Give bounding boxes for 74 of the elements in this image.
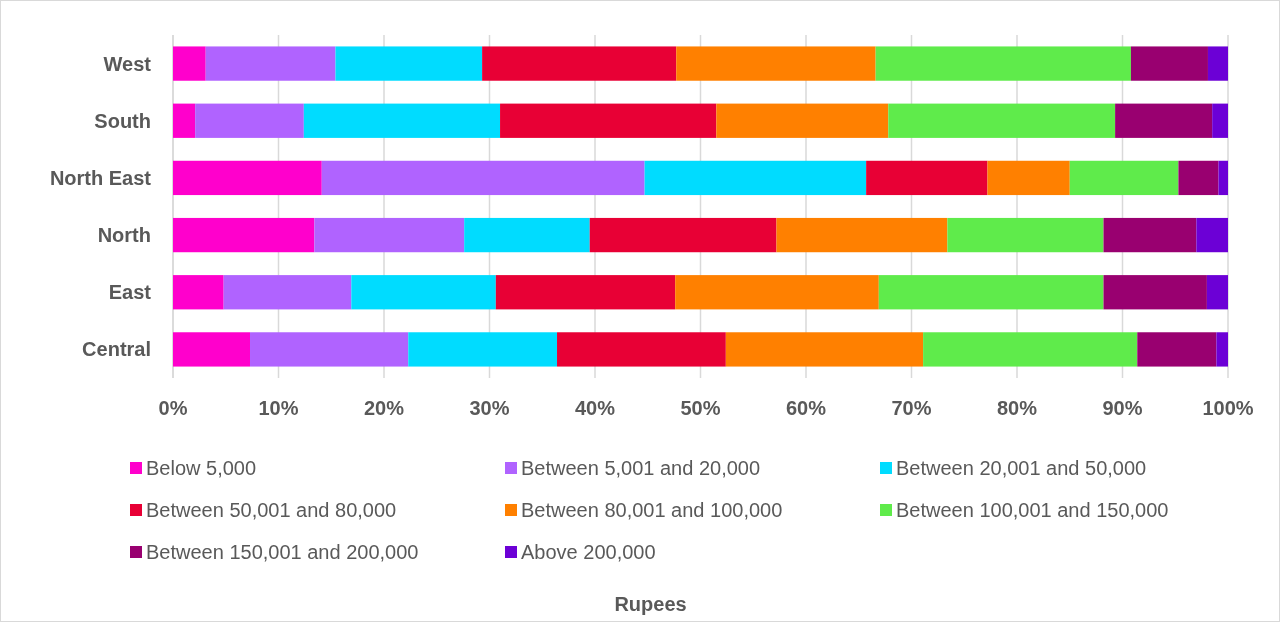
bar (173, 103, 196, 138)
y-tick-label: South (94, 109, 151, 132)
bar (500, 103, 717, 138)
bar (1137, 332, 1217, 367)
legend-label: Below 5,000 (146, 457, 257, 479)
text: Rupees (614, 593, 687, 615)
x-tick-label: 60% (785, 397, 827, 419)
bar (205, 46, 336, 81)
bar (408, 332, 558, 367)
bar (303, 103, 501, 138)
bar (1216, 332, 1229, 367)
legend-label: Between 100,001 and 150,000 (896, 499, 1169, 521)
legend-label: Between 20,001 and 50,000 (896, 457, 1147, 479)
bar (716, 103, 889, 138)
bar (987, 160, 1070, 196)
x-tick-label: 20% (363, 397, 405, 419)
y-tick-label: North East (49, 166, 152, 189)
x-tick-label: 90% (1102, 397, 1143, 419)
x-tick-label: 30% (469, 397, 510, 419)
bar (923, 332, 1138, 367)
bar (1069, 160, 1179, 196)
y-tick-label: North (97, 224, 151, 247)
x-tick-label: 50% (680, 397, 721, 419)
legend-label: Between 50,001 and 80,000 (146, 499, 397, 521)
x-tick-label: 0% (158, 397, 188, 419)
bar (675, 275, 879, 310)
bar (195, 103, 304, 138)
bar (1196, 217, 1228, 253)
x-tick-label: 80% (996, 397, 1038, 419)
bar (1218, 160, 1228, 196)
bar (482, 46, 677, 81)
bar (1130, 46, 1208, 81)
bar (1212, 103, 1229, 138)
x-tick-label: 100% (1202, 397, 1254, 419)
bar (557, 332, 726, 367)
bar (223, 275, 352, 310)
bar (321, 160, 645, 196)
bar (173, 275, 224, 310)
x-tick-label: 10% (258, 397, 299, 419)
bar (888, 103, 1116, 138)
bar (173, 46, 206, 81)
x-tick-label: 40% (574, 397, 616, 419)
bar (1103, 275, 1207, 310)
y-tick-label: West (103, 52, 152, 75)
bar (1103, 217, 1197, 253)
bar (725, 332, 924, 367)
bar (878, 275, 1104, 310)
x-tick-label: 70% (891, 397, 932, 419)
bar (1115, 103, 1213, 138)
bar (464, 217, 590, 253)
bar (1206, 275, 1228, 310)
bar (250, 332, 409, 367)
bar (173, 332, 251, 367)
bar (947, 217, 1104, 253)
legend-label: Above 200,000 (521, 541, 656, 563)
bar (314, 217, 465, 253)
bar (875, 46, 1131, 81)
bar (351, 275, 496, 310)
y-tick-label: Central (82, 338, 151, 361)
bar (866, 160, 988, 196)
legend-label: Between 80,001 and 100,000 (521, 499, 783, 521)
bar (173, 160, 322, 196)
y-tick-label: East (108, 281, 152, 304)
bar (676, 46, 876, 81)
bar (335, 46, 483, 81)
bar (644, 160, 867, 196)
bar (495, 275, 676, 310)
legend-label: Between 150,001 and 200,000 (146, 541, 419, 563)
bar (173, 217, 315, 253)
legend-label: Between 5,001 and 20,000 (521, 457, 761, 479)
bar (1178, 160, 1219, 196)
bar (1207, 46, 1228, 81)
bar (589, 217, 777, 253)
bar (776, 217, 948, 253)
